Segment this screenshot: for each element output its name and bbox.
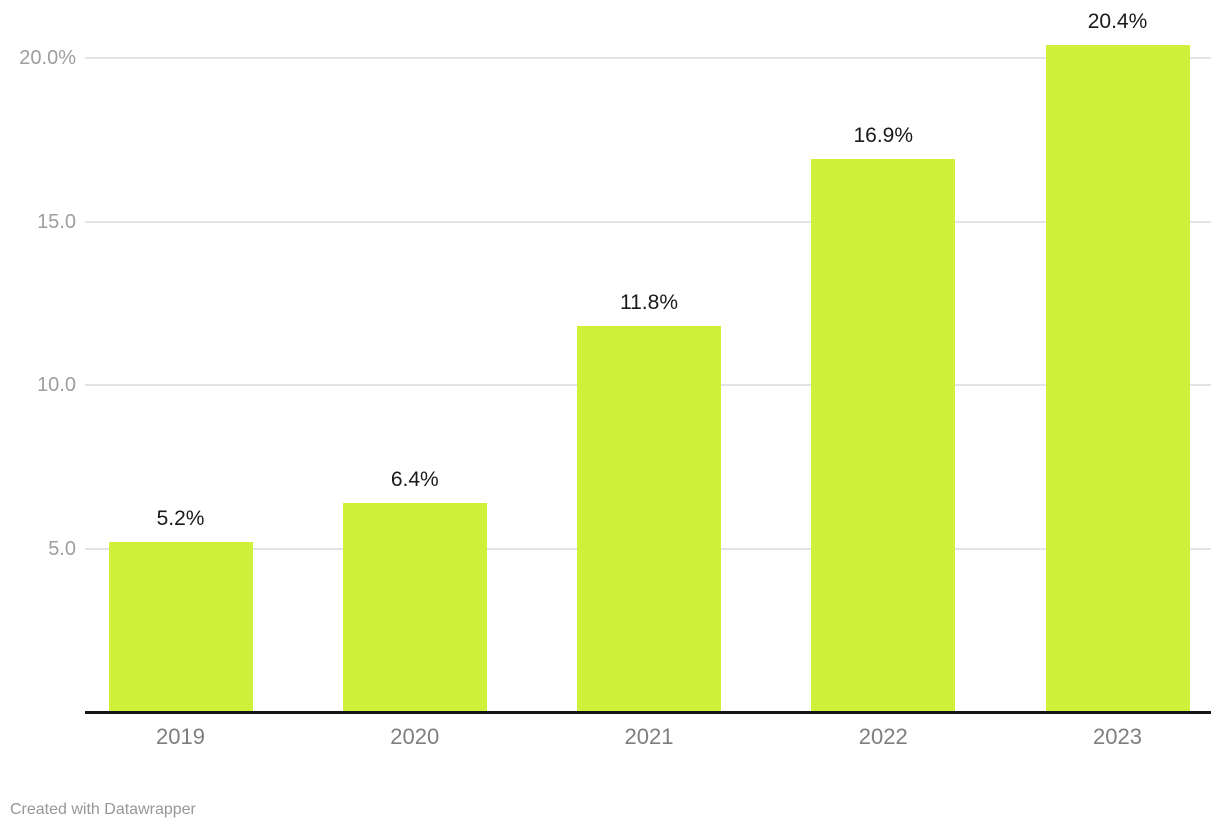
gridline [85, 220, 1211, 223]
bar-value-label: 5.2% [156, 506, 205, 530]
x-axis-tick-label: 2022 [858, 724, 908, 749]
bar-value-label: 6.4% [390, 467, 439, 491]
y-axis-tick-label: 15.0 [37, 210, 76, 233]
gridline [85, 57, 1211, 59]
bar-value-label: 11.8% [620, 291, 678, 315]
x-axis-tick-label: 2021 [624, 724, 674, 749]
y-axis-tick-label: 20.0% [19, 47, 76, 69]
bar-2019 [108, 541, 253, 712]
x-axis-tick-label: 2023 [1093, 724, 1142, 749]
bar-2021 [577, 326, 721, 712]
bar-2023 [1045, 44, 1190, 712]
y-axis-tick-label: 10.0 [37, 374, 76, 396]
x-axis-tick-label: 2019 [156, 724, 205, 749]
bar-value-label: 16.9% [853, 124, 914, 148]
bar-2020 [342, 502, 487, 712]
attribution-text: Created with Datawrapper [10, 801, 196, 818]
x-axis-tick-label: 2020 [390, 724, 440, 749]
x-axis-baseline [85, 711, 1211, 714]
bar-2022 [811, 159, 956, 712]
bar-value-label: 20.4% [1087, 9, 1148, 33]
y-axis-tick-label: 5.0 [48, 537, 76, 560]
